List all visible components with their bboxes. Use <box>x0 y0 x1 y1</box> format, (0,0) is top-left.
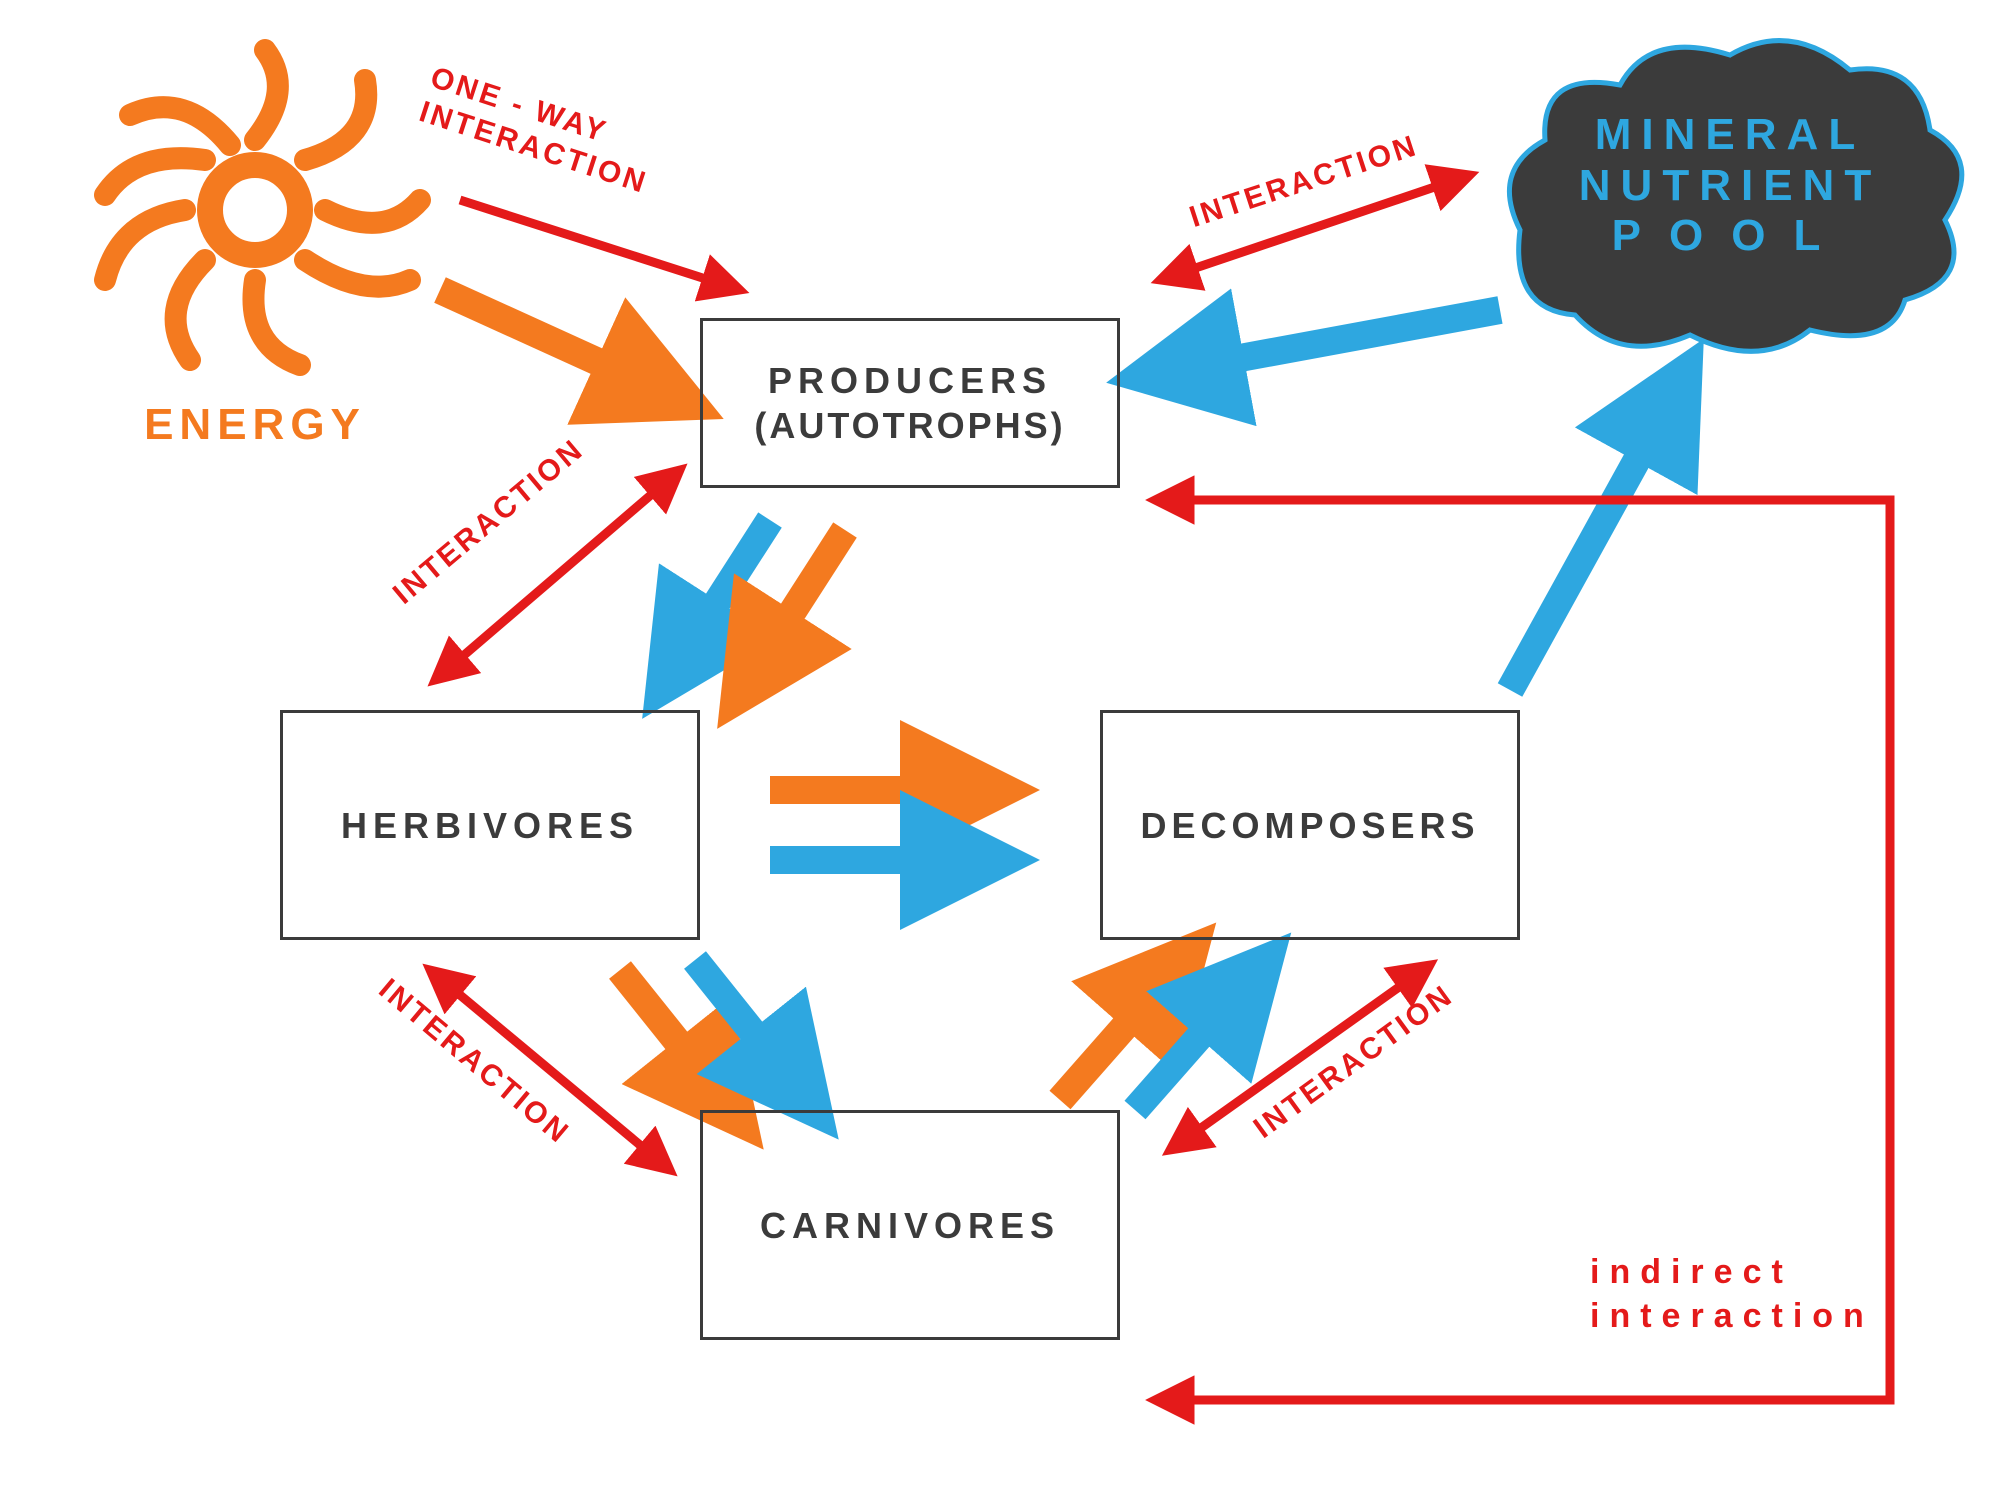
box-producers: PRODUCERS (AUTOTROPHS) <box>700 318 1120 488</box>
prod-herb-text: INTERACTION <box>387 432 591 610</box>
producers-line2: (AUTOTROPHS) <box>754 403 1065 448</box>
mineral-line1: MINERAL <box>1540 110 1920 161</box>
arrow-prod-herb-orange <box>755 530 845 670</box>
carnivores-text: CARNIVORES <box>760 1205 1060 1246</box>
arrow-herb-carn-blue <box>695 960 795 1085</box>
diagram-canvas: ENERGY MINERAL NUTRIENT POOL PRODUCERS (… <box>0 0 2000 1494</box>
top-right-text: INTERACTION <box>1186 129 1423 234</box>
label-herb-carn: INTERACTION <box>372 972 576 1151</box>
arrow-energy-to-producers <box>440 290 660 390</box>
arrow-carn-decomp-red <box>1170 965 1430 1150</box>
indirect-line2: interaction <box>1590 1294 1874 1338</box>
box-herbivores: HERBIVORES <box>280 710 700 940</box>
sun-icon <box>105 50 420 365</box>
energy-label: ENERGY <box>100 400 410 450</box>
arrow-pool-prod-blue <box>1175 310 1500 370</box>
box-decomposers: DECOMPOSERS <box>1100 710 1520 940</box>
herbivores-text: HERBIVORES <box>341 805 639 846</box>
label-carn-decomp: INTERACTION <box>1248 978 1461 1145</box>
mineral-pool-label: MINERAL NUTRIENT POOL <box>1540 110 1920 262</box>
indirect-line1: indirect <box>1590 1250 1874 1294</box>
herb-carn-text: INTERACTION <box>373 972 577 1150</box>
arrow-herb-carn-orange <box>620 970 720 1095</box>
label-one-way: ONE - WAY INTERACTION <box>415 60 664 202</box>
arrow-carn-decomp-orange <box>1060 975 1170 1100</box>
mineral-line2: NUTRIENT <box>1540 161 1920 212</box>
arrow-decomp-pool-blue <box>1510 400 1670 690</box>
mineral-line3: POOL <box>1540 211 1920 262</box>
label-prod-herb: INTERACTION <box>387 432 591 611</box>
label-top-right: INTERACTION <box>1186 129 1423 235</box>
box-carnivores: CARNIVORES <box>700 1110 1120 1340</box>
carn-decomp-text: INTERACTION <box>1248 978 1460 1145</box>
arrow-prod-herb-red <box>435 470 680 680</box>
decomposers-text: DECOMPOSERS <box>1140 805 1479 846</box>
label-indirect: indirect interaction <box>1590 1250 1874 1338</box>
arrow-carn-decomp-blue <box>1135 985 1245 1110</box>
energy-text: ENERGY <box>144 400 366 449</box>
producers-line1: PRODUCERS <box>754 358 1065 403</box>
arrow-one-way-red <box>460 200 740 290</box>
arrow-prod-herb-blue <box>680 520 770 660</box>
